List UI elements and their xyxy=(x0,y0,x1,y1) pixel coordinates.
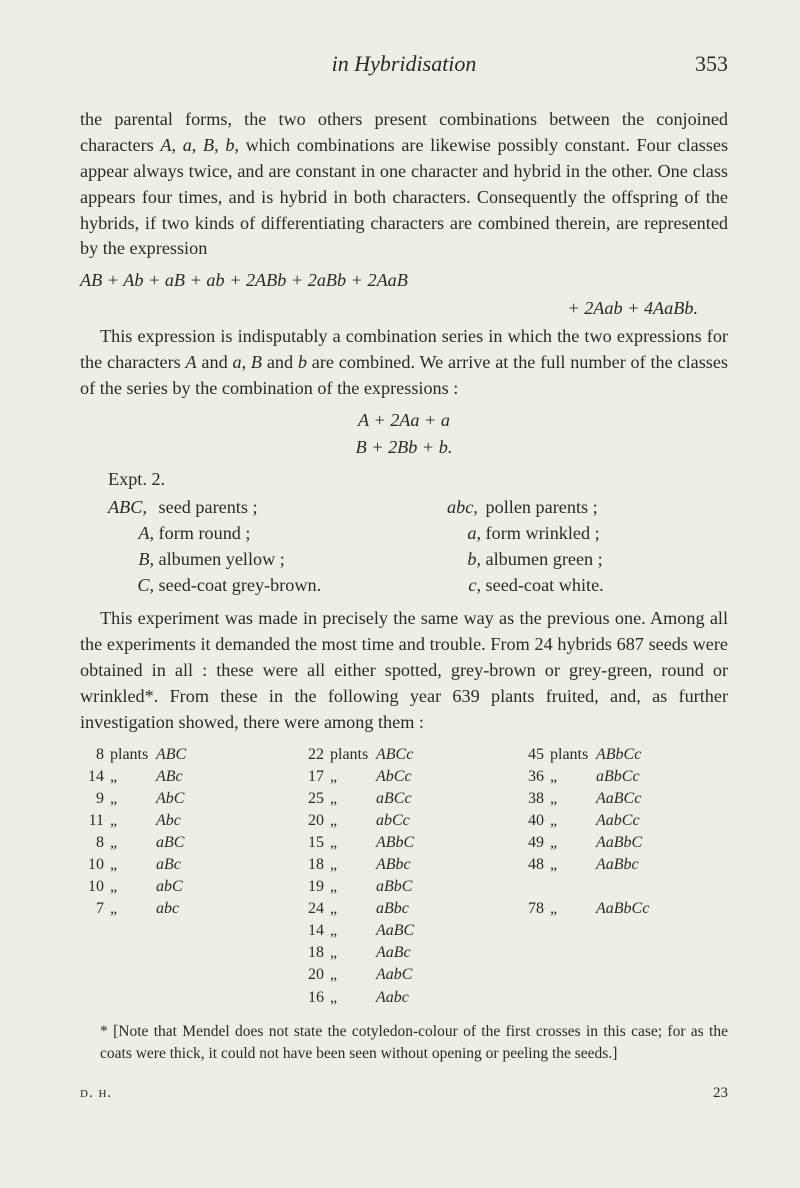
page-footer: d. h. 23 xyxy=(80,1083,728,1104)
page-number: 353 xyxy=(678,48,728,79)
abc-left-row: C, seed-coat grey-brown. xyxy=(80,573,389,599)
table-row: 48„AaBbc xyxy=(520,854,728,876)
formula-2a: A + 2Aa + a xyxy=(80,408,728,434)
abc-left-row: ABC, seed parents ; xyxy=(80,495,389,521)
footnote: * [Note that Mendel does not state the c… xyxy=(80,1021,728,1065)
table-row xyxy=(520,876,728,898)
abc-right-row: a, form wrinkled ; xyxy=(419,521,728,547)
abc-right-row: abc, pollen parents ; xyxy=(419,495,728,521)
table-row: 8plantsABC xyxy=(80,744,288,766)
footer-sheet-number: 23 xyxy=(713,1083,728,1104)
abc-left-row: A, form round ; xyxy=(80,521,389,547)
formula-1b: + 2Aab + 4AaBb. xyxy=(80,296,728,322)
formula-2b: B + 2Bb + b. xyxy=(80,435,728,461)
table-row: 20„AabC xyxy=(300,964,508,986)
paragraph-2: This expression is indisputably a combin… xyxy=(80,324,728,402)
genotype-col-3: 45plantsABbCc36„aBbCc38„AaBCc40„AabCc49„… xyxy=(520,744,728,1009)
table-row: 14„AaBC xyxy=(300,920,508,942)
table-row: 45plantsABbCc xyxy=(520,744,728,766)
page-container: in Hybridisation 353 the parental forms,… xyxy=(0,0,800,1152)
table-row: 19„aBbC xyxy=(300,876,508,898)
table-row: 20„abCc xyxy=(300,810,508,832)
table-row: 38„AaBCc xyxy=(520,788,728,810)
abc-right-column: abc, pollen parents ; a, form wrinkled ;… xyxy=(419,495,728,598)
table-row: 78„AaBbCc xyxy=(520,898,728,920)
table-row: 10„abC xyxy=(80,876,288,898)
table-row: 7„abc xyxy=(80,898,288,920)
table-row: 25„aBCc xyxy=(300,788,508,810)
table-row: 14„ABc xyxy=(80,766,288,788)
table-row: 49„AaBbC xyxy=(520,832,728,854)
abc-right-row: c, seed-coat white. xyxy=(419,573,728,599)
paragraph-3: This experiment was made in precisely th… xyxy=(80,606,728,735)
running-title: in Hybridisation xyxy=(130,48,678,79)
table-row: 11„Abc xyxy=(80,810,288,832)
abc-left-row: B, albumen yellow ; xyxy=(80,547,389,573)
table-row: 9„AbC xyxy=(80,788,288,810)
paragraph-1: the parental forms, the two others prese… xyxy=(80,107,728,262)
table-row: 18„AaBc xyxy=(300,942,508,964)
abc-left-column: ABC, seed parents ; A, form round ; B, a… xyxy=(80,495,389,598)
table-row: 24„aBbc xyxy=(300,898,508,920)
table-row: 15„ABbC xyxy=(300,832,508,854)
table-row: 10„aBc xyxy=(80,854,288,876)
expt-heading: Expt. 2. xyxy=(80,467,728,493)
abc-two-column-list: ABC, seed parents ; A, form round ; B, a… xyxy=(80,495,728,598)
genotype-table: 8plantsABC14„ABc9„AbC11„Abc8„aBC10„aBc10… xyxy=(80,744,728,1009)
table-row: 22plantsABCc xyxy=(300,744,508,766)
running-head: in Hybridisation 353 xyxy=(80,48,728,79)
table-row: 40„AabCc xyxy=(520,810,728,832)
table-row: 16„Aabc xyxy=(300,987,508,1009)
table-row: 17„AbCc xyxy=(300,766,508,788)
table-row: 18„ABbc xyxy=(300,854,508,876)
genotype-col-1: 8plantsABC14„ABc9„AbC11„Abc8„aBC10„aBc10… xyxy=(80,744,288,1009)
table-row: 8„aBC xyxy=(80,832,288,854)
formula-1a: AB + Ab + aB + ab + 2ABb + 2aBb + 2AaB xyxy=(80,268,728,294)
genotype-col-2: 22plantsABCc17„AbCc25„aBCc20„abCc15„ABbC… xyxy=(300,744,508,1009)
footer-signature: d. h. xyxy=(80,1083,112,1104)
abc-right-row: b, albumen green ; xyxy=(419,547,728,573)
table-row: 36„aBbCc xyxy=(520,766,728,788)
